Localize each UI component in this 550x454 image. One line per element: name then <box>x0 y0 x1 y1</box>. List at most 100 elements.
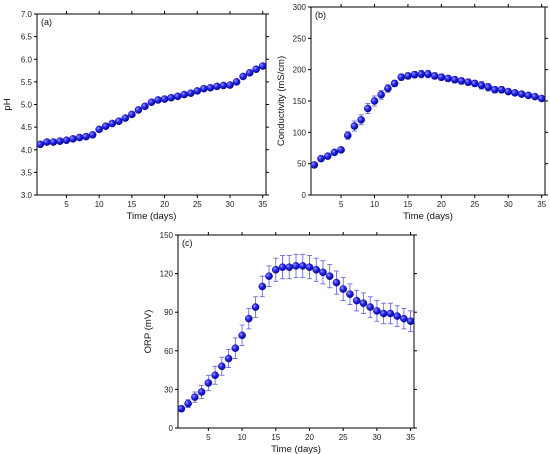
data-point <box>437 73 446 81</box>
x-axis-label: Time (days) <box>271 444 321 454</box>
data-point <box>238 331 246 340</box>
data-point <box>206 83 215 92</box>
y-tick-label: 5.0 <box>21 101 33 110</box>
data-point <box>36 140 45 149</box>
data-point <box>524 91 533 100</box>
data-point <box>251 303 260 311</box>
y-tick-label: 5.5 <box>21 78 33 87</box>
x-tick-label: 35 <box>537 200 546 209</box>
data-point <box>364 104 372 113</box>
data-point <box>88 131 97 139</box>
data-point <box>319 268 327 277</box>
data-point <box>504 87 513 96</box>
data-point <box>406 317 415 326</box>
data-point <box>258 282 267 291</box>
data-point <box>359 299 368 307</box>
data-point <box>370 97 379 105</box>
data-point <box>384 84 392 93</box>
data-point <box>337 146 345 154</box>
x-tick-label: 25 <box>193 200 202 209</box>
data-point <box>82 132 90 141</box>
data-point <box>128 110 136 119</box>
x-tick-label: 20 <box>160 200 169 209</box>
y-tick-label: 250 <box>293 34 307 43</box>
x-tick-label: 20 <box>437 200 446 209</box>
data-point <box>95 125 103 134</box>
data-point <box>244 314 253 323</box>
data-point <box>43 138 51 146</box>
x-tick-label: 5 <box>64 200 69 209</box>
data-point <box>470 79 479 88</box>
data-point <box>278 263 287 271</box>
panel-2: 5 10 15 20 25 30 35 0 30 60 90 120 150 Time (days) ORP… <box>143 231 417 454</box>
data-point <box>167 93 175 102</box>
x-tick-label: 15 <box>271 433 280 442</box>
data-point <box>379 309 388 318</box>
panel-label: (c) <box>182 238 193 248</box>
data-point <box>400 314 408 323</box>
y-tick-label: 4.5 <box>21 123 33 132</box>
x-tick-label: 30 <box>226 200 235 209</box>
x-tick-label: 30 <box>372 433 381 442</box>
data-point <box>357 116 365 124</box>
panel-1: 5 10 15 20 25 30 35 0 50 100 150 200 250 300 Time (day… <box>276 3 548 222</box>
data-point <box>271 265 280 274</box>
y-tick-label: 0 <box>302 191 307 200</box>
data-point <box>491 85 499 94</box>
data-point <box>193 87 202 95</box>
data-point <box>252 65 260 74</box>
data-point <box>517 90 526 98</box>
data-point <box>285 263 294 271</box>
y-tick-label: 90 <box>164 308 173 317</box>
data-point <box>352 296 361 305</box>
panel-label: (b) <box>315 10 326 20</box>
data-point <box>450 75 459 84</box>
x-tick-label: 10 <box>370 200 379 209</box>
data-point <box>484 83 492 92</box>
y-tick-label: 150 <box>160 231 174 240</box>
data-point <box>218 362 226 371</box>
data-point <box>173 92 182 101</box>
y-tick-label: 150 <box>293 97 307 106</box>
data-point <box>511 89 519 97</box>
data-point <box>377 90 386 99</box>
y-tick-label: 50 <box>297 160 306 169</box>
data-point <box>186 89 195 97</box>
data-point <box>101 122 110 131</box>
y-tick-label: 100 <box>293 128 307 137</box>
data-point <box>197 388 206 396</box>
x-tick-label: 15 <box>403 200 412 209</box>
data-point <box>121 114 130 122</box>
x-tick-label: 15 <box>127 200 136 209</box>
data-point <box>224 354 233 363</box>
data-point <box>75 133 84 142</box>
x-tick-label: 35 <box>406 433 415 442</box>
data-point <box>134 106 143 114</box>
data-point <box>537 94 546 103</box>
y-tick-label: 3.5 <box>21 168 33 177</box>
y-axis-label: pH <box>2 98 13 110</box>
x-axis-label: Time (days) <box>127 211 177 222</box>
data-point <box>397 73 406 81</box>
data-point <box>457 77 466 85</box>
data-point <box>204 379 213 387</box>
data-point <box>325 272 334 280</box>
data-point <box>373 307 381 315</box>
x-tick-label: 5 <box>339 200 344 209</box>
data-point <box>430 72 439 80</box>
data-point <box>424 70 432 78</box>
data-point <box>417 70 426 78</box>
x-tick-label: 30 <box>504 200 513 209</box>
x-tick-label: 5 <box>206 433 211 442</box>
data-point <box>69 135 77 143</box>
y-tick-label: 120 <box>160 270 174 279</box>
data-point <box>497 85 506 94</box>
y-tick-label: 0 <box>169 424 174 433</box>
data-point <box>108 119 117 128</box>
data-point <box>330 148 339 157</box>
data-point <box>464 78 472 86</box>
data-point <box>200 84 208 93</box>
y-tick-label: 6.0 <box>21 55 33 64</box>
plot-frame <box>310 6 546 196</box>
